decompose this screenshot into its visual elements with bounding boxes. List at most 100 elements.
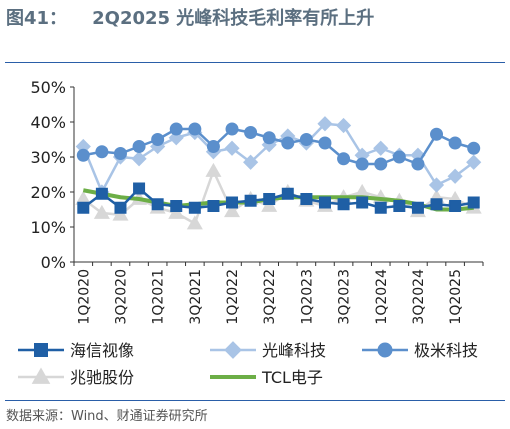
data-point-marker — [281, 187, 294, 200]
legend-label: 海信视像 — [70, 341, 134, 360]
data-point-marker — [205, 162, 222, 177]
y-tick-label: 0% — [41, 253, 66, 272]
data-point-marker — [225, 122, 239, 136]
x-axis: 1Q2020 3Q2020 1Q2021 3Q2021 1Q2022 3Q2022 1Q20… — [73, 261, 484, 325]
legend-marker — [377, 342, 393, 358]
line-chart: 0% 10% 20% 30% 40% 50% 1Q2020 3Q2020 1Q2021 3Q20… — [18, 78, 484, 387]
x-tick-label: 3Q2021 — [188, 269, 204, 325]
legend-label: 光峰科技 — [262, 341, 326, 360]
series-line — [83, 127, 475, 166]
data-point-marker — [261, 197, 278, 212]
data-point-marker — [95, 187, 108, 200]
title-divider — [5, 62, 505, 63]
data-point-marker — [299, 133, 313, 146]
legend-marker — [31, 367, 51, 384]
legend-marker — [224, 341, 242, 359]
data-point-marker — [131, 151, 147, 167]
data-point-marker — [392, 150, 406, 164]
x-tick-label: 1Q2022 — [225, 269, 241, 325]
data-point-marker — [466, 154, 482, 170]
legend-item: 光峰科技 — [210, 341, 326, 360]
legend-label: 极米科技 — [414, 341, 478, 360]
data-point-marker — [337, 152, 351, 166]
data-point-marker — [428, 177, 445, 193]
legend-item: TCL电子 — [210, 368, 323, 387]
x-tick-label: 1Q2023 — [299, 269, 315, 325]
data-point-marker — [244, 126, 258, 139]
data-point-marker — [467, 141, 481, 155]
x-tick-label: 3Q2023 — [337, 269, 353, 325]
legend-label: TCL电子 — [261, 368, 323, 387]
data-point-marker — [151, 198, 164, 211]
data-point-marker — [430, 198, 443, 211]
data-point-marker — [188, 201, 201, 214]
data-point-marker — [430, 127, 444, 141]
legend-item: 海信视像 — [18, 341, 134, 360]
series-square — [77, 182, 480, 214]
data-point-marker — [77, 201, 90, 214]
data-point-marker — [374, 201, 387, 214]
data-point-marker — [355, 157, 369, 171]
y-tick-label: 10% — [30, 218, 66, 237]
data-point-marker — [449, 200, 462, 212]
x-tick-label: 1Q2020 — [76, 269, 92, 325]
footer-divider — [5, 400, 505, 401]
data-point-marker — [356, 196, 369, 209]
data-point-marker — [113, 147, 127, 160]
legend-item: 兆驰股份 — [18, 367, 134, 387]
x-tick-label: 1Q2024 — [374, 269, 390, 325]
data-point-marker — [263, 193, 276, 205]
series-circle — [76, 122, 481, 171]
series-line — [82, 187, 474, 209]
data-point-marker — [206, 140, 220, 153]
data-point-marker — [95, 145, 109, 159]
data-point-marker — [76, 148, 90, 162]
data-point-marker — [317, 116, 333, 132]
x-tick-label: 1Q2021 — [151, 269, 167, 325]
legend-marker — [34, 343, 48, 357]
data-point-marker — [411, 157, 425, 171]
data-point-marker — [114, 201, 127, 214]
data-point-marker — [207, 200, 220, 212]
data-point-marker — [281, 136, 295, 150]
data-point-marker — [244, 194, 257, 207]
data-point-marker — [337, 198, 350, 211]
series-line — [82, 188, 474, 212]
x-tick-label: 3Q2022 — [262, 269, 278, 325]
y-tick-label: 20% — [30, 183, 66, 202]
data-point-marker — [373, 140, 389, 156]
y-tick-label: 40% — [30, 113, 66, 132]
series-layer — [75, 116, 482, 230]
data-point-marker — [300, 193, 313, 205]
data-point-marker — [335, 117, 352, 134]
data-point-marker — [467, 196, 480, 209]
data-point-marker — [186, 215, 203, 230]
data-point-marker — [374, 157, 388, 171]
data-point-marker — [93, 204, 110, 219]
data-point-marker — [224, 140, 240, 156]
series-line — [82, 188, 474, 212]
x-tick-label: 3Q2024 — [411, 269, 427, 325]
legend-label: 兆驰股份 — [70, 368, 134, 387]
legend-item: 极米科技 — [362, 341, 478, 360]
data-point-marker — [151, 133, 165, 146]
data-point-marker — [168, 204, 185, 219]
data-point-marker — [224, 203, 241, 218]
y-axis: 0% 10% 20% 30% 40% 50% — [30, 78, 75, 272]
data-source-note: 数据来源：Wind、财通证券研究所 — [6, 409, 208, 424]
page-title: 图41： 2Q2025 光峰科技毛利率有所上升 — [6, 8, 375, 29]
data-point-marker — [226, 196, 239, 209]
data-point-marker — [318, 136, 332, 150]
data-point-marker — [393, 200, 406, 212]
data-point-marker — [169, 122, 183, 136]
data-point-marker — [188, 122, 202, 136]
y-tick-label: 50% — [30, 78, 66, 97]
data-point-marker — [262, 131, 276, 145]
data-point-marker — [243, 154, 259, 170]
data-point-marker — [318, 196, 331, 209]
data-point-marker — [447, 168, 463, 184]
data-point-marker — [132, 140, 146, 153]
y-tick-label: 30% — [30, 148, 66, 167]
data-point-marker — [112, 206, 129, 221]
